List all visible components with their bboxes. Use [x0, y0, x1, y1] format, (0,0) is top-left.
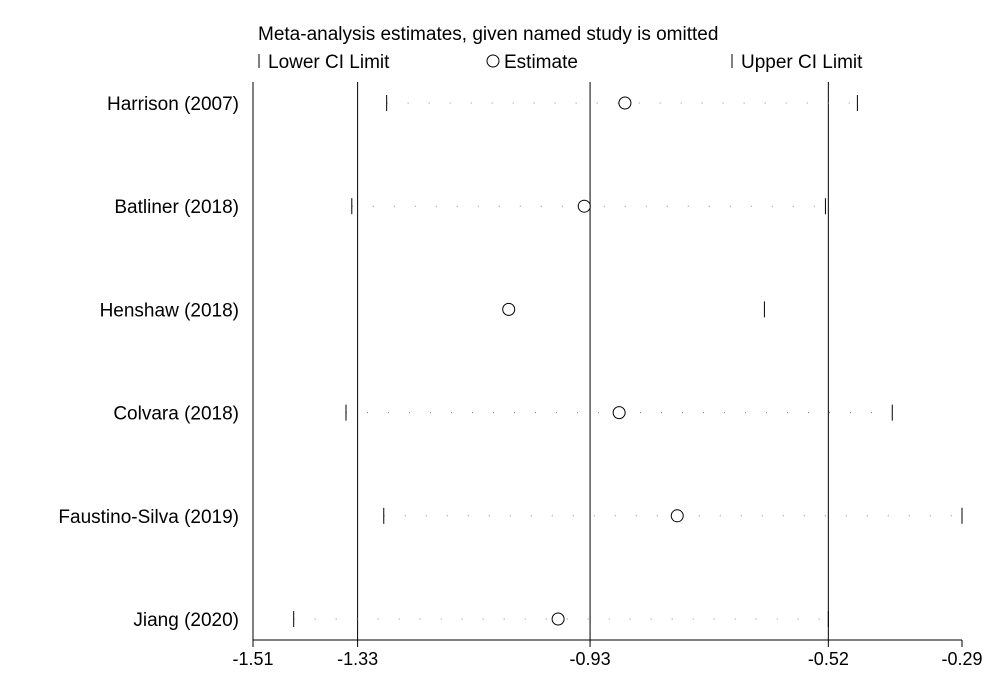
estimate-marker-1: [577, 199, 591, 213]
x-tick-label-3: -0.52: [808, 649, 849, 669]
study-label-4: Faustino-Silva (2019): [58, 507, 239, 528]
study-label-5: Jiang (2020): [133, 610, 239, 631]
chart-legend: Lower CI Limit Estimate Upper CI Limit: [258, 52, 863, 73]
legend-lower-ci-label: Lower CI Limit: [268, 52, 390, 73]
study-label-0: Harrison (2007): [107, 94, 239, 115]
study-row-3: [345, 404, 893, 421]
estimate-marker-0: [618, 96, 632, 110]
legend-estimate-label: Estimate: [504, 52, 578, 73]
legend-upper-ci-label: Upper CI Limit: [741, 52, 863, 73]
study-labels: Harrison (2007) Batliner (2018) Henshaw (2…: [58, 94, 239, 631]
chart-title: Meta-analysis estimates, given named stu…: [258, 24, 718, 45]
study-row-5: [293, 611, 829, 627]
x-axis: -1.51 -1.33 -0.93 -0.52 -0.29: [232, 639, 983, 669]
x-tick-label-4: -0.29: [941, 649, 982, 669]
estimate-marker-3: [612, 406, 626, 420]
study-row-2: [502, 301, 765, 318]
study-row-1: [351, 198, 826, 215]
estimate-marker-4: [670, 509, 684, 523]
x-tick-label-2: -0.93: [570, 649, 611, 669]
x-tick-label-0: -1.51: [232, 649, 273, 669]
estimate-marker-5: [551, 612, 565, 626]
x-tick-label-1: -1.33: [337, 649, 378, 669]
legend-estimate-marker: [486, 54, 500, 68]
study-row-0: [386, 95, 858, 111]
estimate-marker-2: [502, 302, 516, 316]
study-row-4: [383, 507, 963, 524]
study-label-2: Henshaw (2018): [100, 300, 239, 321]
study-label-1: Batliner (2018): [114, 197, 239, 218]
plot-area: [252, 82, 963, 640]
study-label-3: Colvara (2018): [113, 404, 239, 425]
